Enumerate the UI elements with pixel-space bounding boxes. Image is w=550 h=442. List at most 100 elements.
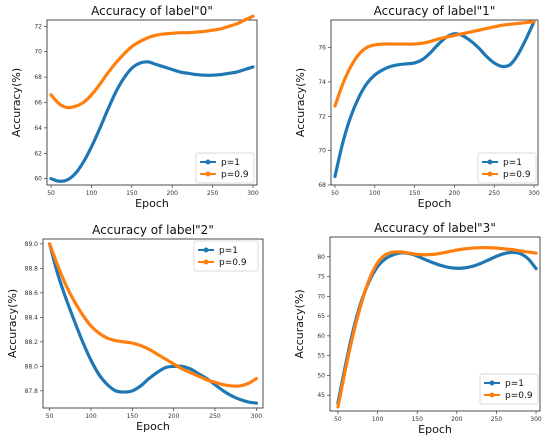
x-tick-label: 250 [488, 190, 500, 197]
data-point [238, 398, 242, 401]
data-point [162, 65, 166, 69]
legend-box [477, 152, 537, 184]
data-point [439, 251, 443, 255]
data-point [97, 373, 101, 377]
x-tick-label: 250 [491, 416, 503, 423]
data-point [336, 405, 340, 409]
data-point [373, 43, 377, 47]
data-point [205, 378, 209, 382]
data-point [532, 20, 536, 24]
legend-label: p=0.9 [505, 391, 533, 401]
data-point [195, 73, 198, 76]
data-point [73, 300, 76, 303]
data-point [376, 261, 379, 265]
data-point [447, 266, 451, 269]
data-point [381, 42, 385, 46]
data-point [471, 264, 475, 268]
data-point [56, 264, 60, 268]
y-tick-label: 62 [34, 150, 42, 157]
data-point [407, 251, 411, 255]
y-tick-label: 70 [317, 293, 325, 300]
data-point [431, 261, 435, 265]
y-tick-label: 88.6 [25, 290, 39, 297]
y-axis-label: Accuracy(%) [6, 289, 19, 358]
data-point [139, 344, 142, 347]
x-tick-label: 150 [409, 190, 421, 197]
data-point [534, 251, 538, 255]
data-point [423, 258, 427, 261]
data-point [65, 178, 69, 182]
data-point [365, 46, 369, 49]
legend-marker [203, 247, 209, 253]
y-tick-label: 87.8 [25, 388, 39, 395]
data-point [147, 377, 151, 381]
x-tick-label: 100 [372, 416, 384, 423]
data-point [97, 331, 101, 335]
data-point [468, 39, 472, 43]
legend-marker [487, 159, 493, 165]
data-point [341, 82, 345, 85]
data-point [381, 68, 385, 72]
data-point [391, 250, 395, 254]
data-point [230, 394, 233, 398]
data-point [81, 313, 85, 317]
data-point [421, 41, 424, 45]
data-point [413, 61, 416, 65]
data-point [508, 63, 512, 67]
data-point [221, 383, 225, 387]
y-tick-label: 76 [318, 45, 326, 52]
legend-box [479, 373, 539, 405]
data-point [130, 389, 134, 393]
data-point [534, 267, 538, 271]
data-point [114, 389, 118, 393]
data-point [246, 382, 250, 385]
data-point [518, 252, 522, 256]
y-tick-label: 64 [34, 125, 42, 132]
y-tick-label: 88.0 [25, 363, 39, 370]
data-point [463, 247, 467, 251]
data-point [49, 177, 53, 181]
y-tick-label: 70 [318, 148, 326, 155]
x-tick-label: 300 [528, 190, 540, 197]
chart-title: Accuracy of label"0" [91, 4, 213, 18]
data-point [146, 36, 150, 40]
y-tick-label: 70 [34, 49, 42, 56]
x-axis-label: Epoch [418, 197, 452, 210]
data-point [510, 251, 514, 254]
x-tick-label: 250 [209, 413, 221, 420]
legend-marker [205, 159, 211, 165]
data-point [397, 42, 401, 46]
y-tick-label: 50 [317, 372, 325, 379]
x-tick-label: 50 [47, 190, 55, 197]
data-point [437, 42, 440, 46]
data-point [405, 42, 409, 46]
data-point [162, 32, 166, 36]
data-point [195, 30, 198, 34]
x-tick-label: 150 [411, 416, 423, 423]
data-point [130, 66, 134, 70]
data-point [180, 367, 184, 371]
chart-title: Accuracy of label"2" [92, 223, 214, 237]
x-tick-label: 150 [126, 190, 138, 197]
x-tick-label: 100 [86, 190, 98, 197]
y-tick-label: 74 [318, 79, 326, 86]
y-tick-label: 60 [34, 176, 42, 183]
data-point [73, 319, 76, 323]
data-point [122, 340, 126, 344]
data-point [138, 40, 142, 43]
legend: p=1 p=0.9 [193, 240, 259, 272]
data-point [243, 68, 247, 71]
data-point [439, 264, 443, 267]
y-tick-label: 55 [317, 353, 325, 360]
data-point [238, 384, 242, 388]
data-point [415, 253, 419, 256]
legend-marker [203, 259, 209, 265]
data-point [524, 37, 528, 41]
x-axis-label: Epoch [135, 197, 169, 210]
data-point [235, 22, 239, 26]
data-point [211, 28, 214, 32]
data-point [122, 390, 126, 394]
chart-panel-2: Accuracy of label"2" 50 100 150 200 250 300 87.… [6, 223, 264, 433]
x-tick-label: 50 [46, 413, 54, 420]
